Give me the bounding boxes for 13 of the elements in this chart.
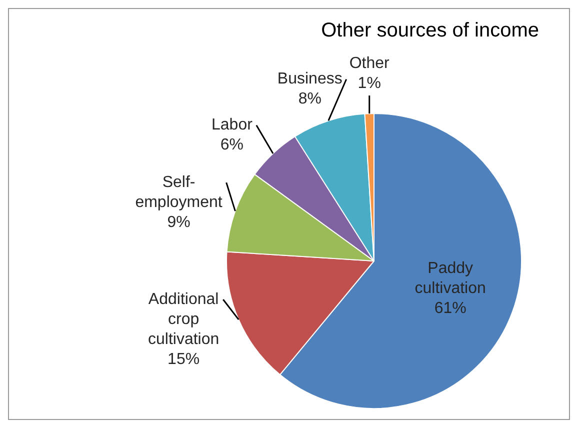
data-label: 6% [220, 136, 244, 154]
slice-label: Business [277, 70, 342, 88]
chart-title: Other sources of income [321, 20, 539, 42]
slice-label: Paddy cultivation [414, 260, 486, 297]
data-label: 1% [358, 74, 381, 92]
data-label: 9% [167, 214, 190, 231]
data-label: 15% [168, 350, 200, 368]
slice-label: Other [349, 54, 390, 72]
slice-label: Additional crop cultivation [148, 290, 220, 348]
data-label: 61% [434, 300, 466, 317]
slice-label: Self-employment [135, 174, 223, 211]
slice-label: Labor [211, 116, 254, 134]
data-label: 8% [298, 90, 322, 108]
